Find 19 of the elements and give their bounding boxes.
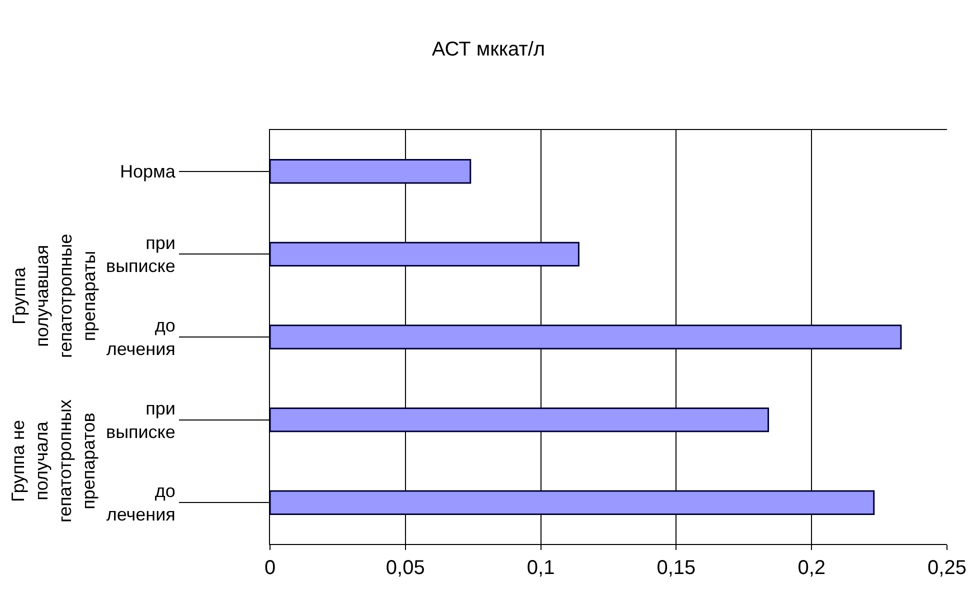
- x-tick-label: 0,25: [928, 557, 966, 579]
- y-tick-label: при выписке: [106, 232, 176, 276]
- bar: [270, 407, 770, 432]
- text: Группа не получала гепатотропных препаратов: [8, 399, 98, 523]
- chart-title: АСТ мккат/л: [432, 38, 546, 61]
- x-tick-label: 0,1: [526, 557, 555, 579]
- x-tick-label: 0: [264, 557, 276, 579]
- y-tick-label: при выписке: [106, 398, 176, 442]
- bar: [270, 242, 580, 267]
- x-tick-label: 0,05: [386, 557, 425, 579]
- y-tick-label: до лечения: [106, 316, 176, 359]
- bar: [270, 490, 875, 515]
- bar: [270, 159, 472, 184]
- bar: [270, 324, 902, 350]
- y-tick-label: до лечения: [106, 481, 176, 525]
- x-tick-label: 0,2: [798, 557, 826, 579]
- text: Группа получавшая гепатотропные препараты: [8, 234, 99, 358]
- y-tick-label: Норма: [120, 162, 176, 182]
- x-tick-label: 0,15: [656, 557, 696, 579]
